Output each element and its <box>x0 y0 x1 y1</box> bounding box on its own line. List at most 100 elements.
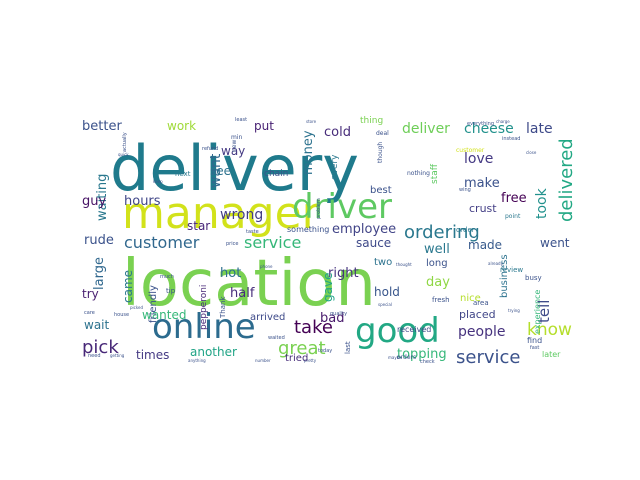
word: review <box>500 266 523 274</box>
word: better <box>82 119 122 134</box>
word: know <box>527 320 572 340</box>
word: service <box>456 347 520 368</box>
word: sauce <box>356 236 391 250</box>
word: getting <box>110 353 125 358</box>
word: tell <box>535 300 553 323</box>
word: quality <box>330 311 347 317</box>
word: star <box>187 219 210 233</box>
word: friendly <box>148 285 159 323</box>
word: put <box>254 119 274 133</box>
word: min <box>231 134 243 141</box>
word: placed <box>459 308 496 321</box>
word: late <box>526 121 553 137</box>
word: new <box>231 140 238 152</box>
word: pretty <box>304 358 317 363</box>
word: staff <box>430 163 440 184</box>
word: make <box>464 176 500 191</box>
word: money <box>301 130 316 175</box>
word: need <box>88 353 101 359</box>
word: wanted <box>142 308 186 322</box>
word: bad <box>320 311 344 326</box>
word: later <box>542 350 561 359</box>
word: instead <box>502 136 520 142</box>
word: driver <box>292 187 392 227</box>
word: taste <box>246 229 259 235</box>
word: nice <box>460 293 481 304</box>
word: deliver <box>402 121 450 137</box>
word: people <box>458 324 505 340</box>
word: though <box>377 142 384 163</box>
word: take <box>294 317 333 338</box>
word: fresh <box>432 296 450 304</box>
word: thought <box>396 262 412 267</box>
word: topping <box>397 347 447 362</box>
word: long <box>426 258 448 269</box>
word: pick <box>82 337 119 358</box>
word: next <box>175 170 191 178</box>
word: actually <box>122 132 128 152</box>
word: another <box>190 345 237 359</box>
word: tried <box>285 353 308 364</box>
word: wait <box>84 318 110 332</box>
word: great <box>278 338 326 359</box>
word: waiting <box>95 174 110 221</box>
word: two <box>374 257 392 268</box>
word: area <box>473 299 489 307</box>
word: online <box>152 307 256 347</box>
word: wing <box>459 187 471 193</box>
word: try <box>82 287 99 301</box>
word: least <box>235 117 247 123</box>
word: cold <box>324 125 351 140</box>
word: gave <box>321 273 335 302</box>
word: free <box>501 191 527 206</box>
word: guy <box>82 194 106 209</box>
word: hours <box>124 194 161 209</box>
word: every <box>330 154 340 180</box>
word: hold <box>374 285 400 299</box>
word: busy <box>525 274 542 282</box>
word: experience <box>533 290 542 334</box>
word: times <box>136 348 169 362</box>
word: charge <box>496 119 510 124</box>
word: arrived <box>250 312 285 323</box>
word: thing <box>360 116 383 126</box>
word: way <box>221 144 245 158</box>
word: keep <box>153 179 163 184</box>
word: picked <box>130 305 143 310</box>
word: problem <box>316 198 322 219</box>
word: manager <box>122 188 321 239</box>
word: special <box>378 302 392 307</box>
word: see <box>210 164 231 178</box>
word: tip <box>166 287 176 295</box>
word: customer <box>456 147 485 154</box>
word: quick <box>118 152 129 157</box>
word: employee <box>332 222 396 237</box>
word: phone <box>260 264 273 269</box>
word: rude <box>84 233 114 248</box>
word: last <box>344 341 352 354</box>
word: fast <box>530 345 539 351</box>
word: chain <box>264 169 288 179</box>
word: trying <box>508 308 520 313</box>
word: want <box>208 153 224 188</box>
word: ordering <box>404 222 480 243</box>
word: pepperoni <box>199 285 209 330</box>
word: right <box>328 266 359 281</box>
word: everything <box>467 121 494 127</box>
word: number <box>255 358 271 363</box>
word: wrong <box>220 207 263 223</box>
word: received <box>397 325 431 334</box>
word: business <box>499 254 510 298</box>
word: point <box>505 213 521 220</box>
word: maybe <box>388 355 402 360</box>
word: something <box>287 225 329 234</box>
word: well <box>424 242 450 257</box>
word: service <box>244 233 301 252</box>
word: love <box>464 151 493 167</box>
word: hot <box>220 266 241 281</box>
word: care <box>84 310 95 316</box>
word: orders <box>397 354 416 361</box>
word: deal <box>376 130 389 137</box>
word: half <box>230 286 255 301</box>
word: best <box>370 185 392 196</box>
